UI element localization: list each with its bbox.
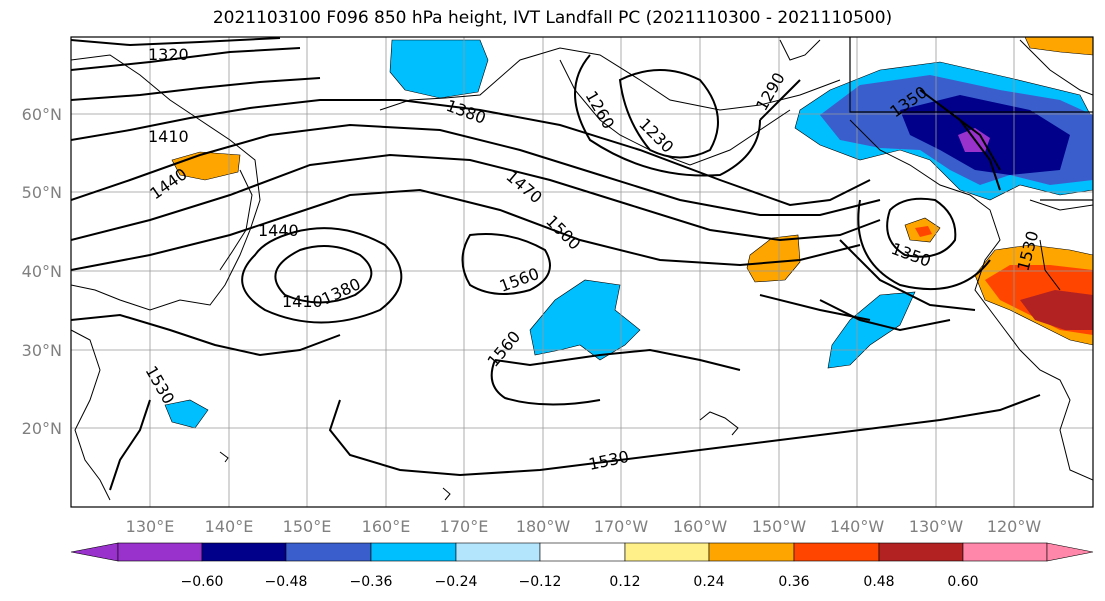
- figure-title: 2021103100 F096 850 hPa height, IVT Land…: [212, 8, 893, 28]
- lon-label: 140°W: [830, 517, 885, 536]
- colorbar-tick: −0.60: [181, 574, 224, 590]
- contour-label: 1320: [148, 45, 189, 64]
- map-border: [70, 36, 1094, 508]
- colorbar-ticks: −0.60 −0.48 −0.36 −0.24 −0.12 0.12 0.24 …: [181, 574, 979, 590]
- colorbar-segment: [624, 542, 710, 562]
- lon-label: 180°W: [516, 517, 571, 536]
- colorbar-segment: [201, 542, 287, 562]
- colorbar: [70, 542, 1094, 562]
- lon-label: 150°W: [752, 517, 807, 536]
- colorbar-segment: [370, 542, 457, 562]
- lon-gridlines: [149, 37, 1015, 507]
- colorbar-tick: −0.48: [265, 574, 308, 590]
- colorbar-tick: 0.24: [693, 574, 724, 590]
- ivt-negative-area-central: [529, 279, 641, 361]
- colorbar-segment: [285, 542, 372, 562]
- colorbar-segment: [793, 542, 880, 562]
- colorbar-tick: −0.36: [350, 574, 393, 590]
- colorbar-min-extend: [70, 542, 119, 562]
- ivt-negative-area-east: [827, 291, 916, 369]
- colorbar-tick: 0.60: [947, 574, 978, 590]
- ivt-positive-area-small-core: [915, 226, 932, 237]
- colorbar-segment: [539, 542, 626, 562]
- lon-labels: 130°E 140°E 150°E 160°E 170°E 180°W 170°…: [126, 517, 1042, 536]
- lon-label: 160°E: [362, 517, 411, 536]
- ivt-negative-area-south: [164, 399, 209, 429]
- lat-label-30n: 30°N: [22, 341, 62, 360]
- colorbar-segment: [708, 542, 795, 562]
- ivt-positive-darkred-california: [1020, 290, 1093, 330]
- lon-label: 160°W: [673, 517, 728, 536]
- lon-label: 120°W: [987, 517, 1042, 536]
- colorbar-segment: [878, 542, 964, 562]
- colorbar-segment: [455, 542, 541, 562]
- ivt-negative-area-okhotsk: [389, 39, 489, 99]
- lat-label-20n: 20°N: [22, 419, 62, 438]
- lon-label: 140°E: [205, 517, 254, 536]
- colorbar-max-extend: [1046, 542, 1094, 562]
- lat-label-40n: 40°N: [22, 262, 62, 281]
- lon-label: 170°E: [440, 517, 489, 536]
- lon-label: 130°W: [909, 517, 964, 536]
- lat-label-60n: 60°N: [22, 105, 62, 124]
- colorbar-tick: 0.12: [609, 574, 640, 590]
- boundary-box-lines: [849, 37, 1093, 201]
- lon-label: 170°W: [594, 517, 649, 536]
- height-contours: [71, 37, 1041, 491]
- colorbar-tick: −0.24: [435, 574, 478, 590]
- ivt-positive-area-top-right: [1024, 37, 1093, 56]
- contour-label: 1410: [148, 127, 189, 146]
- colorbar-tick: 0.48: [863, 574, 894, 590]
- colorbar-tick: −0.12: [519, 574, 562, 590]
- lat-label-50n: 50°N: [22, 183, 62, 202]
- contour-label: 1440: [258, 221, 299, 240]
- lon-label: 150°E: [283, 517, 332, 536]
- colorbar-segment: [962, 542, 1048, 562]
- colorbar-tick: 0.36: [778, 574, 809, 590]
- lon-label: 130°E: [126, 517, 175, 536]
- colorbar-segment: [117, 542, 203, 562]
- lat-labels: 60°N 50°N 40°N 30°N 20°N: [22, 105, 62, 438]
- contour-label: 1410: [282, 292, 323, 311]
